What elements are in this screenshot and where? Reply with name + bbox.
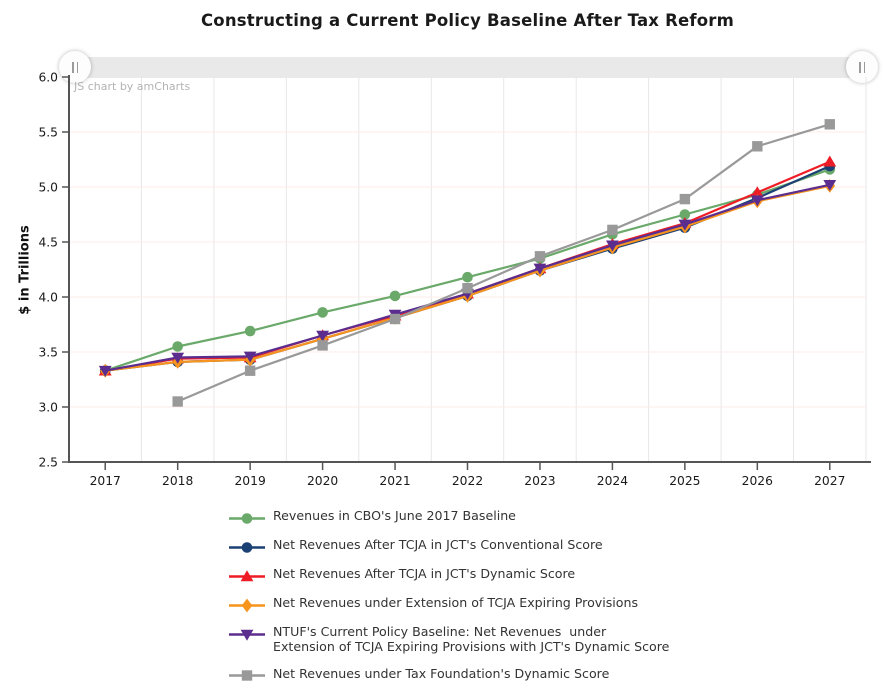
y-tick-label: 4.5 <box>38 235 58 249</box>
y-tick-label: 5.5 <box>38 125 58 139</box>
square-legend-marker-icon <box>229 670 265 681</box>
y-axis-title: $ in Trillions <box>17 225 33 315</box>
x-tick-label: 2017 <box>90 474 121 488</box>
legend-label: Net Revenues under Extension of TCJA Exp… <box>273 595 639 610</box>
legend-label: Revenues in CBO's June 2017 Baseline <box>273 508 516 523</box>
legend-item-ntuf-current-policy[interactable]: NTUF's Current Policy Baseline: Net Reve… <box>228 624 670 654</box>
y-axis-labels: 2.5 3.0 3.5 4.0 4.5 5.0 5.5 6.0 <box>38 70 69 469</box>
legend-label: Net Revenues under Tax Foundation's Dyna… <box>273 665 610 681</box>
chart-legend: Revenues in CBO's June 2017 Baseline Net … <box>228 508 670 696</box>
x-tick-label: 2020 <box>307 474 338 488</box>
axes <box>68 75 871 463</box>
legend-label: NTUF's Current Policy Baseline: Net Reve… <box>273 624 670 654</box>
series-tax-foundation <box>172 119 835 407</box>
x-axis-labels: 2017 2018 2019 2020 2021 2022 2023 2024 2025 2026… <box>90 463 845 488</box>
chart-plot-area: 2.5 3.0 3.5 4.0 4.5 5.0 5.5 6.0 2017 2018 2019 2020… <box>38 70 871 488</box>
legend-item-tax-foundation[interactable]: Net Revenues under Tax Foundation's Dyna… <box>228 665 669 684</box>
chart-title: Constructing a Current Policy Baseline A… <box>200 11 735 30</box>
series-cbo-baseline <box>99 164 836 377</box>
diamond-legend-marker-icon <box>229 598 265 612</box>
triangle-down-legend-marker-icon <box>229 629 265 641</box>
legend-item-cbo-baseline[interactable]: Revenues in CBO's June 2017 Baseline <box>228 508 669 526</box>
scrollbar-right-grip-icon[interactable] <box>846 51 878 83</box>
legend-item-jct-conventional[interactable]: Net Revenues After TCJA in JCT's Convent… <box>228 537 669 555</box>
triangle-up-legend-marker-icon <box>229 569 265 581</box>
circle-legend-marker-icon <box>229 512 265 524</box>
y-tick-label: 5.0 <box>38 180 58 194</box>
x-tick-label: 2023 <box>524 474 555 488</box>
y-tick-label: 2.5 <box>38 455 58 469</box>
amcharts-watermark-link[interactable]: JS chart by amCharts <box>74 80 191 93</box>
series-jct-conventional <box>99 160 836 377</box>
x-tick-label: 2019 <box>234 474 265 488</box>
y-tick-label: 4.0 <box>38 290 58 304</box>
y-tick-label: 3.5 <box>38 345 58 359</box>
series-jct-dynamic <box>98 155 837 376</box>
horizontal-gridlines <box>69 131 866 408</box>
scrollbar-track[interactable] <box>69 57 868 78</box>
vertical-gridlines <box>68 77 867 462</box>
x-tick-label: 2022 <box>452 474 483 488</box>
y-tick-label: 6.0 <box>38 70 58 84</box>
legend-item-tcja-extension[interactable]: Net Revenues under Extension of TCJA Exp… <box>228 595 669 613</box>
circle-legend-marker-icon <box>229 541 265 553</box>
x-tick-label: 2026 <box>742 474 773 488</box>
legend-label: Net Revenues After TCJA in JCT's Dynamic… <box>273 566 576 581</box>
x-tick-label: 2025 <box>669 474 700 488</box>
x-tick-label: 2018 <box>162 474 193 488</box>
x-tick-label: 2027 <box>814 474 845 488</box>
legend-label: Net Revenues After TCJA in JCT's Convent… <box>273 537 603 552</box>
legend-item-jct-dynamic[interactable]: Net Revenues After TCJA in JCT's Dynamic… <box>228 566 669 584</box>
y-tick-label: 3.0 <box>38 400 58 414</box>
x-tick-label: 2021 <box>379 474 410 488</box>
x-tick-label: 2024 <box>597 474 628 488</box>
